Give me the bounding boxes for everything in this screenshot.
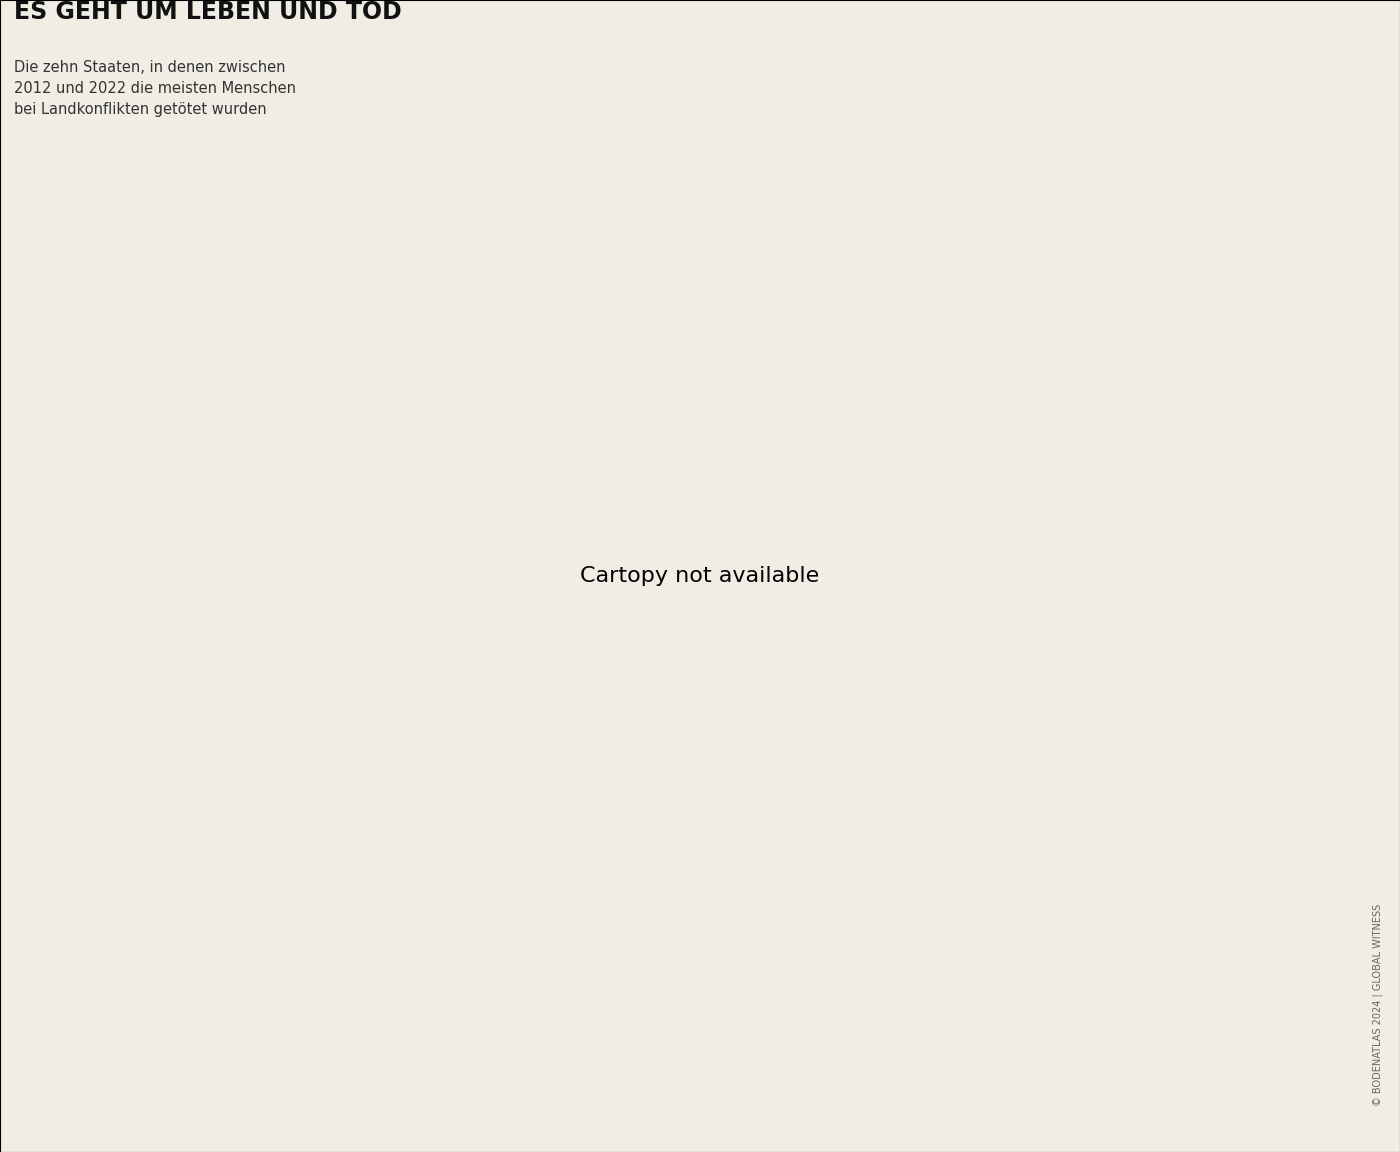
Text: ES GEHT UM LEBEN UND TOD: ES GEHT UM LEBEN UND TOD — [14, 0, 402, 24]
Text: © BODENATLAS 2024 | GLOBAL WITNESS: © BODENATLAS 2024 | GLOBAL WITNESS — [1372, 903, 1383, 1106]
Text: Cartopy not available: Cartopy not available — [581, 566, 819, 586]
Text: Die zehn Staaten, in denen zwischen
2012 und 2022 die meisten Menschen
bei Landk: Die zehn Staaten, in denen zwischen 2012… — [14, 60, 295, 116]
